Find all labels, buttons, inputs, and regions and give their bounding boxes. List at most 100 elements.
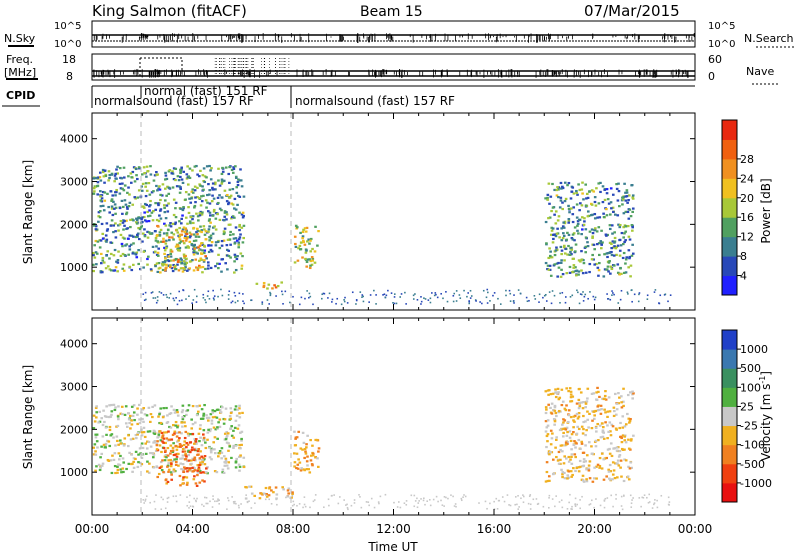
power-echo-cell (612, 210, 615, 214)
velocity-echo-cell (232, 444, 236, 448)
power-ground-scatter (594, 296, 597, 299)
velocity-echo-cell (146, 460, 149, 463)
freq-panel: Freq. [MHz] 18 8 60 0 Nave (4, 53, 778, 85)
velocity-echo-cell (617, 455, 621, 458)
power-echo-cell (211, 186, 214, 189)
power-echo-cell (178, 234, 182, 238)
power-echo-cell (239, 252, 243, 255)
power-echo-cell (549, 256, 552, 259)
velocity-echo-cell (573, 440, 576, 443)
power-echo-cell (597, 274, 600, 277)
power-ground-scatter (654, 289, 657, 291)
velocity-echo-cell (305, 443, 308, 446)
velocity-echo-cell (149, 420, 152, 423)
power-colorbar-swatch-3 (722, 217, 737, 238)
velocity-echo-cell (178, 437, 181, 440)
velocity-ground-scatter (576, 503, 578, 506)
power-echo-cell (605, 208, 608, 211)
velocity-echo-cell (195, 484, 199, 487)
power-echo-cell (202, 225, 206, 228)
velocity-echo-cell (221, 468, 225, 471)
power-echo-cell (624, 262, 627, 265)
velocity-echo-cell (108, 425, 112, 429)
power-colorbar-swatch-4 (722, 197, 737, 218)
power-echo-cell (194, 196, 197, 199)
nsearch-label: N.Search (744, 32, 794, 45)
power-echo-cell (198, 264, 201, 267)
velocity-echo-cell (179, 484, 182, 487)
velocity-ground-scatter (350, 504, 353, 507)
power-echo-cell (612, 246, 615, 249)
velocity-echo-cell (223, 464, 227, 467)
velocity-ground-scatter (615, 498, 617, 500)
power-echo-cell (544, 220, 548, 224)
velocity-echo-cell (132, 411, 136, 414)
power-echo-cell (110, 173, 114, 176)
power-echo-cell (594, 227, 597, 230)
velocity-echo-cell (599, 404, 603, 407)
power-echo-cell (608, 260, 611, 263)
power-ground-scatter (383, 293, 386, 296)
power-echo-cell (209, 266, 213, 270)
velocity-echo-cell (181, 454, 185, 457)
power-echo-cell (170, 231, 174, 234)
velocity-echo-cell (158, 466, 162, 470)
velocity-echo-cell (94, 453, 98, 456)
velocity-echo-cell (99, 456, 102, 459)
power-ground-scatter (154, 297, 157, 299)
velocity-ground-scatter (164, 507, 167, 510)
power-echo-cell (194, 235, 198, 238)
power-echo-cell (109, 269, 113, 272)
velocity-echo-cell (602, 431, 605, 434)
power-echo-cell (240, 267, 244, 270)
power-echo-cell (101, 271, 104, 274)
power-ground-scatter (584, 293, 587, 296)
velocity-ground-scatter (189, 505, 192, 508)
power-echo-cell (203, 245, 207, 248)
power-ground-scatter (446, 300, 449, 303)
power-echo-cell (192, 226, 196, 230)
velocity-echo-cell (597, 439, 600, 442)
power-echo-cell (192, 233, 196, 236)
power-echo-cell (189, 222, 192, 225)
power-echo-cell (556, 186, 559, 189)
velocity-echo-cell (101, 423, 105, 427)
power-echo-cell (237, 178, 240, 181)
velocity-ground-scatter (495, 497, 498, 500)
velocity-ground-scatter (275, 498, 278, 501)
power-echo-cell (561, 185, 564, 188)
velocity-echo-cell (217, 421, 220, 424)
velocity-echo-cell (618, 426, 622, 430)
power-echo-cell (216, 240, 220, 244)
velocity-ground-scatter (514, 503, 516, 506)
power-echo-cell (296, 259, 300, 262)
power-echo-cell (559, 261, 563, 264)
velocity-echo-cell (298, 461, 302, 464)
power-echo-cell (214, 212, 218, 215)
power-y-tick-label: 2000 (60, 218, 88, 231)
velocity-echo-cell (296, 467, 300, 470)
power-echo-cell (172, 213, 176, 217)
power-echo-cell (176, 175, 180, 178)
velocity-echo-cell (210, 447, 213, 450)
power-ground-scatter (281, 290, 283, 293)
power-echo-cell (132, 263, 135, 266)
velocity-ground-scatter (166, 501, 169, 503)
power-echo-cell (241, 241, 245, 244)
power-echo-cell (160, 194, 164, 197)
velocity-echo-cell (317, 447, 321, 450)
power-echo-cell (131, 252, 135, 255)
power-echo-cell (176, 247, 180, 250)
power-echo-cell (167, 255, 171, 258)
velocity-echo-cell (188, 469, 191, 472)
power-echo-cell (208, 214, 212, 217)
velocity-echo-cell (588, 460, 592, 463)
power-echo-cell (214, 228, 218, 231)
velocity-echo-cell (622, 387, 625, 390)
power-echo-cell (102, 175, 106, 178)
velocity-echo-cell (180, 421, 184, 424)
velocity-echo-cell (128, 451, 131, 454)
power-ground-scatter (328, 292, 331, 295)
power-ground-scatter (497, 297, 499, 300)
velocity-echo-cell (119, 454, 122, 458)
